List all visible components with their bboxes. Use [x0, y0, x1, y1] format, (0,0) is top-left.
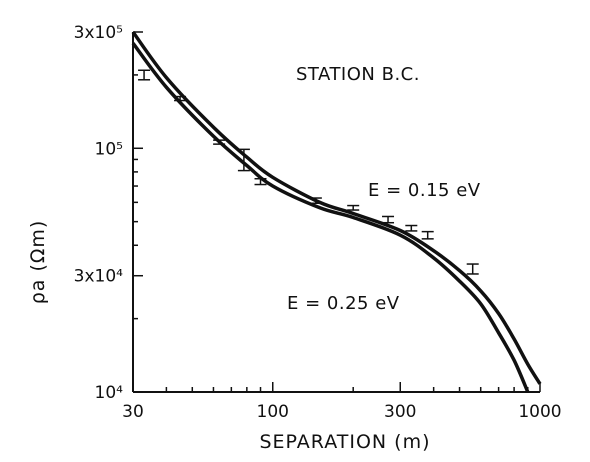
y-tick-label: 3x10⁵: [74, 23, 123, 43]
data-point: [466, 263, 479, 275]
y-tick-label: 10⁴: [95, 383, 124, 403]
observations-group: [138, 69, 479, 275]
x-tick-label: 300: [384, 402, 416, 422]
data-point: [138, 69, 151, 81]
annotation-e025: E = 0.25 eV: [287, 293, 400, 314]
data-point: [421, 230, 434, 240]
data-point: [405, 224, 418, 232]
x-tick-label: 30: [122, 402, 144, 422]
data-point: [347, 204, 360, 211]
y-axis-title: ρa (Ωm): [27, 220, 49, 305]
y-tick-label: 3x10⁴: [74, 267, 124, 287]
x-axis-ticks: 30 100 300 1000: [122, 382, 562, 422]
x-tick-label: 100: [257, 402, 289, 422]
data-point: [254, 177, 267, 186]
series-group: [131, 30, 542, 393]
data-point: [174, 95, 187, 102]
annotation-e015: E = 0.15 eV: [368, 180, 481, 201]
x-axis-title: SEPARATION (m): [259, 431, 430, 453]
y-tick-label: 10⁵: [95, 139, 123, 159]
annotation-station: STATION B.C.: [296, 64, 420, 85]
data-point: [237, 148, 250, 172]
data-point: [309, 197, 322, 204]
x-tick-label: 1000: [518, 402, 561, 422]
y-axis-ticks: 10⁴ 3x10⁴ 10⁵ 3x10⁵: [74, 23, 143, 403]
data-point: [213, 139, 226, 145]
plot-frame: [132, 32, 540, 393]
series-line-e025: [131, 42, 530, 393]
data-point: [382, 215, 395, 224]
series-line-e015: [131, 30, 542, 385]
